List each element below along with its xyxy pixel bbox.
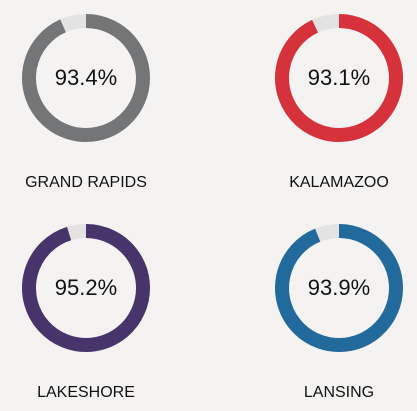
donut-arc (22, 224, 150, 352)
donut-arc (275, 224, 403, 352)
donut-title: KALAMAZOO (289, 174, 389, 191)
value-label: 93.1% (308, 65, 370, 90)
donut-title: LAKESHORE (37, 384, 135, 401)
value-label: 93.9% (308, 275, 370, 300)
donut-title: GRAND RAPIDS (25, 174, 147, 191)
value-label: 95.2% (55, 275, 117, 300)
donut-arc (22, 14, 150, 142)
donut-title: LANSING (304, 384, 374, 401)
donut-arc (275, 14, 403, 142)
value-label: 93.4% (55, 65, 117, 90)
